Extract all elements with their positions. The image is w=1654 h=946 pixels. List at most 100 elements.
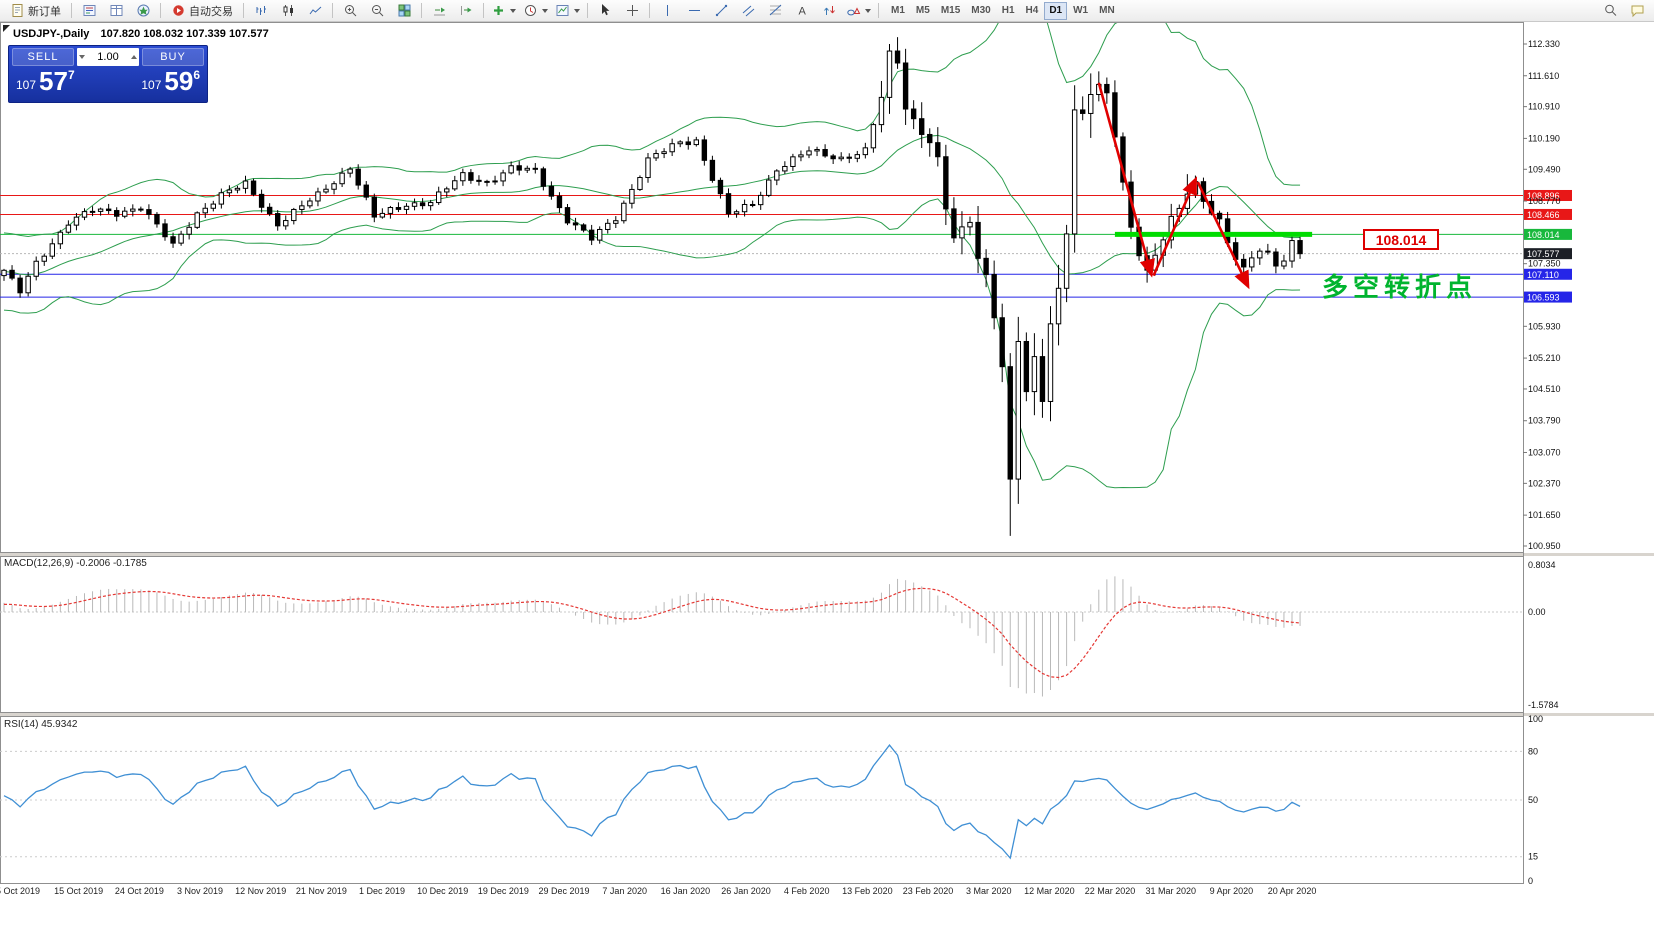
line-chart-button[interactable] — [302, 1, 328, 21]
svg-text:3 Mar 2020: 3 Mar 2020 — [966, 886, 1012, 896]
bar-chart-button[interactable] — [248, 1, 274, 21]
sell-button[interactable]: SELL — [12, 48, 74, 66]
auto-scroll-button[interactable] — [426, 1, 452, 21]
timeframe-button-w1[interactable]: W1 — [1073, 4, 1089, 16]
timeframe-button-h1[interactable]: H1 — [1001, 4, 1015, 16]
svg-text:103.070: 103.070 — [1528, 447, 1561, 457]
clock-icon — [525, 5, 536, 16]
indicators-plus-icon — [494, 6, 503, 15]
arrows-tool-button[interactable] — [816, 1, 842, 21]
chat-button[interactable] — [1624, 1, 1650, 21]
channel-icon — [742, 5, 754, 17]
svg-text:20 Apr 2020: 20 Apr 2020 — [1268, 886, 1317, 896]
new-order-button[interactable]: 新订单 — [4, 1, 67, 21]
volume-box: 1.00 — [77, 48, 139, 66]
volume-decrease-button[interactable] — [77, 48, 87, 66]
timeframe-button-m1[interactable]: M1 — [891, 4, 905, 16]
tile-windows-button[interactable] — [391, 1, 417, 21]
indicators-button[interactable] — [488, 1, 519, 21]
rsi-indicator-label: RSI(14) 45.9342 — [4, 719, 78, 730]
macd-signal-line — [3, 587, 1301, 679]
svg-text:105.210: 105.210 — [1528, 353, 1561, 363]
turning-point-annotation: 多空转折点 — [1322, 272, 1478, 302]
periods-button[interactable] — [520, 1, 551, 21]
new-order-label: 新订单 — [28, 5, 61, 18]
svg-text:104.510: 104.510 — [1528, 384, 1561, 394]
data-window-button[interactable] — [103, 1, 129, 21]
shapes-button[interactable] — [843, 1, 874, 21]
arrows-tool-icon — [823, 6, 835, 15]
rsi-content — [0, 744, 1523, 860]
crosshair-button[interactable] — [619, 1, 645, 21]
buy-price[interactable]: 107 59 6 — [141, 68, 200, 94]
svg-text:0.8034: 0.8034 — [1528, 560, 1556, 570]
timeframe-button-m30[interactable]: M30 — [971, 4, 991, 16]
svg-text:13 Feb 2020: 13 Feb 2020 — [842, 886, 893, 896]
crosshair-icon — [626, 5, 638, 16]
timeframe-button-d1[interactable]: D1 — [1044, 1, 1068, 20]
svg-text:100.950: 100.950 — [1528, 541, 1561, 551]
svg-text:103.790: 103.790 — [1528, 416, 1561, 426]
svg-text:0: 0 — [1528, 876, 1533, 886]
navigator-button[interactable] — [130, 1, 156, 21]
auto-trading-button[interactable]: 自动交易 — [165, 1, 239, 21]
timeframe-button-m15[interactable]: M15 — [940, 4, 961, 16]
svg-text:23 Feb 2020: 23 Feb 2020 — [903, 886, 954, 896]
toolbar-separator — [332, 3, 333, 18]
svg-text:1 Dec 2019: 1 Dec 2019 — [359, 886, 405, 896]
macd-histogram — [3, 576, 1301, 697]
toolbar-separator — [421, 3, 422, 18]
svg-text:107.110: 107.110 — [1527, 270, 1559, 280]
search-button[interactable] — [1597, 1, 1623, 21]
zoom-in-button[interactable] — [337, 1, 363, 21]
auto-scroll-icon — [433, 7, 445, 16]
trendline-button[interactable] — [708, 1, 734, 21]
volume-increase-button[interactable] — [129, 48, 139, 66]
horizontal-line-button[interactable] — [681, 1, 707, 21]
svg-text:111.610: 111.610 — [1528, 71, 1559, 81]
svg-text:4 Feb 2020: 4 Feb 2020 — [784, 886, 830, 896]
toolbar-separator — [587, 3, 588, 18]
templates-button[interactable] — [552, 1, 583, 21]
svg-text:31 Mar 2020: 31 Mar 2020 — [1145, 886, 1196, 896]
svg-text:3 Nov 2019: 3 Nov 2019 — [177, 886, 223, 896]
svg-text:110.190: 110.190 — [1528, 133, 1560, 143]
svg-text:112.330: 112.330 — [1528, 39, 1560, 49]
candlestick-button[interactable] — [275, 1, 301, 21]
dropdown-caret — [574, 8, 580, 13]
market-watch-button[interactable] — [76, 1, 102, 21]
line-chart-icon — [309, 6, 321, 15]
svg-text:22 Mar 2020: 22 Mar 2020 — [1085, 886, 1136, 896]
timeframe-button-mn[interactable]: MN — [1099, 4, 1115, 16]
timeframe-button-m5[interactable]: M5 — [915, 4, 930, 16]
svg-text:0.00: 0.00 — [1528, 607, 1546, 617]
volume-input[interactable]: 1.00 — [97, 51, 119, 63]
svg-text:16 Jan 2020: 16 Jan 2020 — [661, 886, 711, 896]
price-axis: 108.896 108.466 108.014 107.110 106.593 107.5… — [1523, 39, 1572, 886]
toolbar-separator — [878, 3, 879, 18]
horizontal-line-icon — [688, 10, 700, 11]
fibonacci-button[interactable] — [762, 1, 788, 21]
svg-text:-1.5784: -1.5784 — [1528, 700, 1559, 710]
sell-price-pips: 57 — [39, 66, 68, 96]
vertical-line-button[interactable] — [654, 1, 680, 21]
buy-price-base: 107 — [141, 78, 162, 92]
price-annotation-box: 108.014 — [1363, 229, 1439, 250]
buy-price-sup: 6 — [193, 68, 200, 82]
svg-text:26 Jan 2020: 26 Jan 2020 — [721, 886, 771, 896]
vertical-line-icon — [666, 5, 668, 16]
svg-text:107.577: 107.577 — [1527, 249, 1560, 259]
chart-window: 108.896 108.466 108.014 107.110 106.593 107.5… — [0, 22, 1654, 946]
channel-button[interactable] — [735, 1, 761, 21]
text-tool-button[interactable]: A — [789, 1, 815, 21]
timeframe-button-h4[interactable]: H4 — [1025, 4, 1039, 16]
cursor-button[interactable] — [592, 1, 618, 21]
chart-shift-button[interactable] — [453, 1, 479, 21]
zoom-out-button[interactable] — [364, 1, 390, 21]
toolbar-separator — [649, 3, 650, 18]
chart-expand-icon[interactable] — [3, 25, 10, 32]
chart-canvas[interactable]: 108.896 108.466 108.014 107.110 106.593 107.5… — [0, 22, 1654, 946]
dropdown-caret — [542, 8, 548, 13]
sell-price[interactable]: 107 57 7 — [16, 68, 75, 94]
buy-button[interactable]: BUY — [142, 48, 204, 66]
